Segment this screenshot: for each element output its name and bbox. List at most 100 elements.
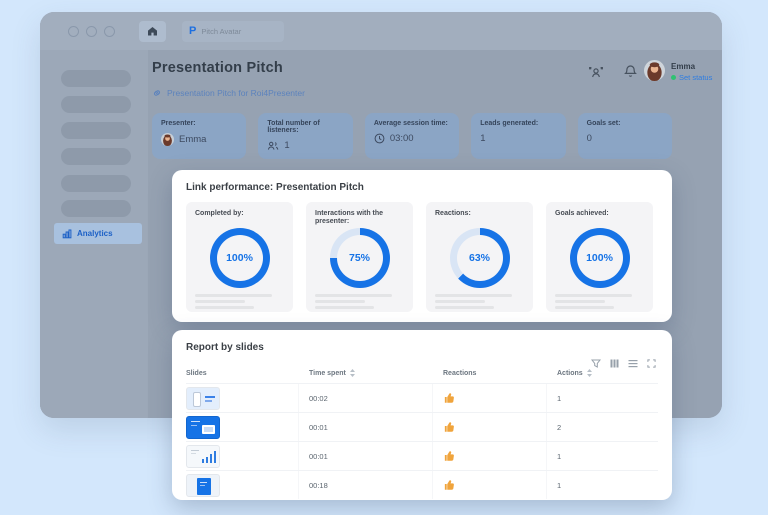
column-header-actions[interactable]: Actions <box>546 369 658 377</box>
window-control-maximize[interactable] <box>104 25 115 37</box>
stat-card-goals: Goals set: 0 <box>577 113 673 159</box>
table-row[interactable]: 00:01 1 <box>186 441 658 470</box>
sidebar-item-label: Analytics <box>77 229 113 238</box>
table-row[interactable]: 00:01 2 <box>186 412 658 441</box>
thumbs-up-icon <box>444 422 454 432</box>
sidebar: Analytics <box>40 50 148 418</box>
sidebar-skeleton-item <box>61 200 131 217</box>
actions-value: 2 <box>546 413 658 441</box>
stat-label: Leads generated: <box>480 120 539 127</box>
columns-icon[interactable] <box>610 359 619 368</box>
page-title: Presentation Pitch <box>152 60 283 76</box>
kpi-label: Interactions with the presenter: <box>315 210 384 226</box>
browser-chrome: P Pitch Avatar <box>40 12 722 50</box>
slide-thumbnail <box>186 444 220 468</box>
user-avatar[interactable] <box>644 60 665 81</box>
window-controls <box>68 25 115 37</box>
link-performance-panel: Link performance: Presentation Pitch Com… <box>172 170 672 322</box>
kpi-label: Completed by: <box>195 210 244 217</box>
clock-icon <box>374 133 385 144</box>
kpi-percent: 75% <box>348 252 370 264</box>
actions-value: 1 <box>546 442 658 470</box>
presentation-link-label: Presentation Pitch for Roi4Presenter <box>167 88 305 98</box>
report-panel: Report by slides Slides Time spent <box>172 330 672 500</box>
column-header-time-spent[interactable]: Time spent <box>298 369 432 377</box>
user-name: Emma <box>671 62 696 71</box>
time-spent-value: 00:18 <box>298 471 432 499</box>
stat-card-presenter: Presenter: Emma <box>152 113 247 159</box>
stat-label: Presenter: <box>161 120 196 127</box>
sort-icon <box>586 369 592 377</box>
window-control-close[interactable] <box>68 25 79 37</box>
sidebar-skeleton-item <box>61 70 131 87</box>
stat-value: 1 <box>480 133 486 144</box>
time-spent-value: 00:01 <box>298 413 432 441</box>
home-icon <box>148 27 157 36</box>
thumbs-up-icon <box>444 393 454 403</box>
share-user-icon[interactable] <box>588 65 604 79</box>
kpi-percent: 100% <box>226 252 253 264</box>
browser-tab[interactable]: P Pitch Avatar <box>182 20 284 42</box>
bell-icon[interactable] <box>624 64 637 78</box>
tab-title: Pitch Avatar <box>201 26 242 36</box>
set-status[interactable]: Set status <box>671 73 712 82</box>
stat-value: Emma <box>179 134 207 145</box>
stats-row: Presenter: Emma Total number of listener… <box>152 113 673 159</box>
stat-card-listeners: Total number of listeners: 1 <box>258 113 353 159</box>
slide-thumbnail <box>186 386 220 410</box>
thumbs-up-icon <box>444 451 454 461</box>
kpi-label: Goals achieved: <box>555 210 609 217</box>
sidebar-item-analytics[interactable]: Analytics <box>54 223 142 244</box>
status-dot <box>671 75 676 80</box>
link-icon <box>153 90 161 96</box>
slides-table: Slides Time spent Reactions Actions 00:0… <box>186 369 658 499</box>
kpi-percent: 100% <box>586 252 613 264</box>
sidebar-skeleton-item <box>61 175 131 192</box>
analytics-icon <box>62 229 72 238</box>
actions-value: 1 <box>546 471 658 499</box>
slide-thumbnail <box>186 415 220 439</box>
column-header-slides: Slides <box>186 369 207 377</box>
report-title: Report by slides <box>186 342 264 353</box>
listeners-icon <box>268 141 279 150</box>
stat-value: 1 <box>284 140 290 151</box>
home-button[interactable] <box>139 20 166 42</box>
report-toolbar <box>591 359 656 368</box>
stat-value: 0 <box>586 133 592 144</box>
donut-chart-completed: 100% <box>209 228 270 288</box>
table-header: Slides Time spent Reactions Actions <box>186 369 658 383</box>
stat-value: 03:00 <box>389 133 414 144</box>
stat-card-leads: Leads generated: 1 <box>471 113 566 159</box>
link-performance-title: Link performance: Presentation Pitch <box>186 182 364 193</box>
time-spent-value: 00:01 <box>298 442 432 470</box>
table-row[interactable]: 00:02 1 <box>186 383 658 412</box>
column-header-reactions: Reactions <box>443 369 477 377</box>
donut-chart-reactions: 63% <box>449 228 510 288</box>
presentation-link[interactable]: Presentation Pitch for Roi4Presenter <box>152 88 305 98</box>
donut-chart-goals: 100% <box>569 228 630 288</box>
set-status-label: Set status <box>679 73 713 82</box>
donut-chart-interactions: 75% <box>329 228 390 288</box>
sort-icon <box>349 369 355 377</box>
kpi-card-goals-achieved: Goals achieved: 100% <box>546 202 653 312</box>
kpi-card-interactions: Interactions with the presenter: 75% <box>306 202 413 312</box>
kpi-label: Reactions: <box>435 210 471 217</box>
pitch-avatar-logo: P <box>189 24 197 37</box>
sidebar-skeleton-item <box>61 148 131 165</box>
expand-icon[interactable] <box>647 359 656 368</box>
list-icon[interactable] <box>628 359 638 368</box>
filter-icon[interactable] <box>591 359 601 368</box>
sidebar-skeleton-item <box>61 96 131 113</box>
presenter-avatar <box>161 133 174 146</box>
time-spent-value: 00:02 <box>298 384 432 412</box>
stat-label: Goals set: <box>586 120 621 127</box>
window-control-minimize[interactable] <box>86 25 97 37</box>
kpi-card-reactions: Reactions: 63% <box>426 202 533 312</box>
kpi-percent: 63% <box>468 252 490 264</box>
slide-thumbnail <box>186 473 220 497</box>
stat-label: Total number of listeners: <box>267 120 320 134</box>
kpi-card-completed: Completed by: 100% <box>186 202 293 312</box>
thumbs-up-icon <box>444 480 454 490</box>
table-row[interactable]: 00:18 1 <box>186 470 658 499</box>
